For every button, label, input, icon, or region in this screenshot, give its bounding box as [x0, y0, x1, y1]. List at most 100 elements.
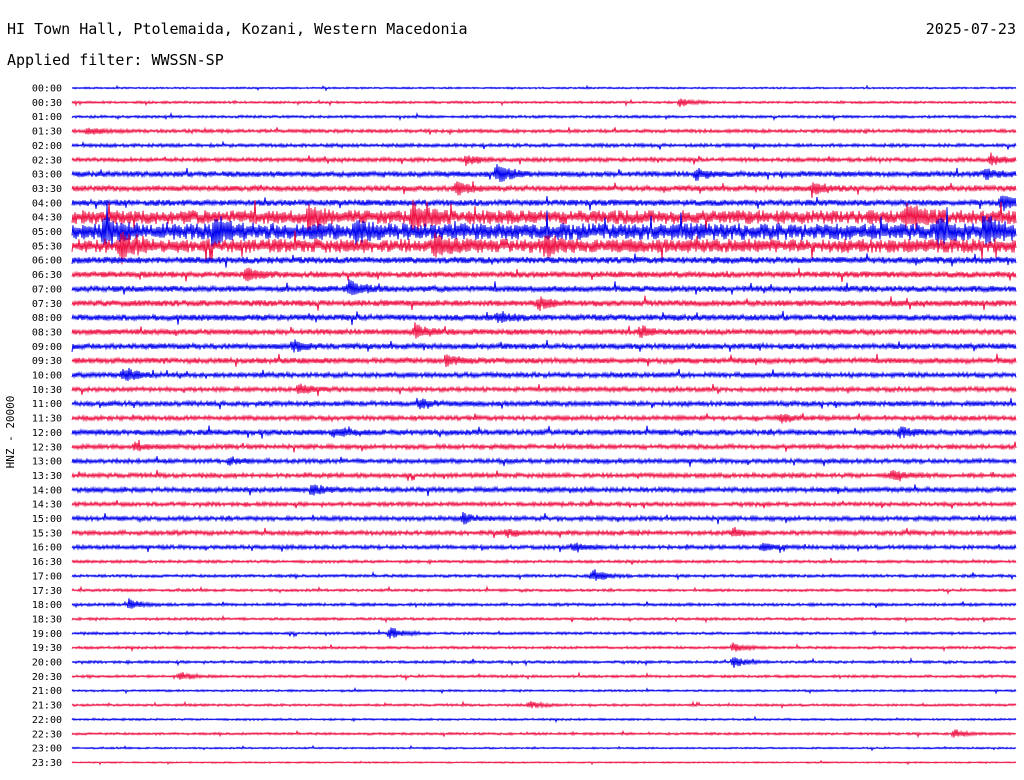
- trace-line-2100: [71, 687, 1017, 695]
- time-tick-label: 00:00: [32, 84, 62, 95]
- trace-line-1400: [71, 484, 1017, 497]
- trace-line-1800: [71, 598, 1017, 609]
- trace-line-0430: [71, 199, 1017, 235]
- trace-line-1630: [71, 557, 1017, 566]
- time-tick-label: 22:00: [32, 715, 62, 726]
- time-tick-label: 07:00: [32, 284, 62, 295]
- time-tick-label: 06:00: [32, 256, 62, 267]
- time-tick-label: 09:00: [32, 342, 62, 353]
- trace-line-0930: [71, 353, 1017, 367]
- time-tick-label: 01:30: [32, 127, 62, 138]
- time-tick-label: 05:00: [32, 227, 62, 238]
- time-tick-label: 08:00: [32, 313, 62, 324]
- trace-line-1100: [71, 397, 1017, 410]
- trace-line-1900: [71, 627, 1017, 639]
- time-tick-label: 06:30: [32, 270, 62, 281]
- trace-line-1830: [71, 614, 1017, 624]
- time-tick-label: 20:00: [32, 658, 62, 669]
- time-tick-label: 20:30: [32, 672, 62, 683]
- date-label: 2025-07-23: [925, 20, 1016, 38]
- trace-line-1730: [71, 585, 1017, 596]
- time-tick-label: 03:30: [32, 184, 62, 195]
- time-tick-label: 17:00: [32, 571, 62, 582]
- time-tick-label: 15:30: [32, 528, 62, 539]
- time-tick-label: 09:30: [32, 356, 62, 367]
- time-tick-label: 18:00: [32, 600, 62, 611]
- time-tick-label: 21:00: [32, 686, 62, 697]
- trace-line-0100: [71, 111, 1017, 122]
- trace-line-1430: [71, 499, 1017, 509]
- time-tick-label: 11:00: [32, 399, 62, 410]
- trace-line-2200: [71, 715, 1017, 724]
- trace-line-0000: [71, 84, 1017, 92]
- trace-line-1700: [71, 569, 1017, 581]
- trace-line-1000: [71, 367, 1017, 382]
- trace-line-1530: [71, 527, 1017, 538]
- trace-line-1200: [71, 425, 1017, 439]
- time-tick-label: 12:30: [32, 442, 62, 453]
- time-tick-label: 14:00: [32, 485, 62, 496]
- time-tick-label: 02:00: [32, 141, 62, 152]
- time-tick-label: 17:30: [32, 586, 62, 597]
- trace-line-1330: [71, 469, 1017, 482]
- trace-line-0230: [71, 152, 1017, 166]
- trace-line-2300: [71, 744, 1017, 752]
- time-tick-label: 22:30: [32, 729, 62, 740]
- time-tick-label: 19:30: [32, 643, 62, 654]
- time-tick-label: 08:30: [32, 327, 62, 338]
- trace-line-0830: [71, 322, 1017, 339]
- trace-line-1230: [71, 439, 1017, 453]
- trace-line-2030: [71, 671, 1017, 682]
- time-tick-label: 10:30: [32, 385, 62, 396]
- filter-label: Applied filter: WWSSN-SP: [7, 51, 224, 69]
- time-tick-label: 23:00: [32, 744, 62, 755]
- time-tick-label: 03:00: [32, 170, 62, 181]
- time-tick-label: 16:00: [32, 543, 62, 554]
- trace-line-1500: [71, 512, 1017, 525]
- time-tick-label: 05:30: [32, 241, 62, 252]
- trace-line-1130: [71, 413, 1017, 424]
- time-tick-label: 14:30: [32, 500, 62, 511]
- time-tick-label: 07:30: [32, 299, 62, 310]
- time-tick-label: 11:30: [32, 414, 62, 425]
- trace-line-2330: [71, 759, 1017, 766]
- time-tick-label: 04:00: [32, 198, 62, 209]
- trace-line-0730: [71, 295, 1017, 312]
- trace-line-0530: [71, 230, 1017, 265]
- trace-line-0200: [71, 140, 1017, 150]
- trace-line-0300: [71, 164, 1017, 182]
- trace-line-0500: [71, 203, 1017, 248]
- trace-line-0900: [71, 339, 1017, 353]
- time-tick-label: 02:30: [32, 155, 62, 166]
- trace-line-0600: [71, 253, 1017, 268]
- trace-line-2000: [71, 657, 1017, 668]
- time-tick-label: 10:00: [32, 371, 62, 382]
- time-tick-label: 01:00: [32, 112, 62, 123]
- time-tick-label: 04:30: [32, 213, 62, 224]
- time-tick-label: 15:00: [32, 514, 62, 525]
- trace-line-0700: [71, 279, 1017, 296]
- trace-line-2230: [71, 729, 1017, 739]
- time-tick-label: 23:30: [32, 758, 62, 769]
- trace-line-0800: [71, 310, 1017, 325]
- time-tick-label: 19:00: [32, 629, 62, 640]
- trace-line-0030: [71, 98, 1017, 108]
- time-tick-label: 18:30: [32, 614, 62, 625]
- time-tick-label: 13:30: [32, 471, 62, 482]
- trace-line-0330: [71, 181, 1017, 198]
- trace-line-2130: [71, 700, 1017, 710]
- trace-line-0130: [71, 126, 1017, 136]
- time-tick-label: 00:30: [32, 98, 62, 109]
- trace-line-0630: [71, 267, 1017, 283]
- time-tick-label: 12:00: [32, 428, 62, 439]
- time-tick-label: 13:00: [32, 457, 62, 468]
- trace-line-1600: [71, 542, 1017, 553]
- station-title: HI Town Hall, Ptolemaida, Kozani, Wester…: [7, 20, 468, 38]
- trace-line-1300: [71, 456, 1017, 467]
- time-tick-label: 16:30: [32, 557, 62, 568]
- trace-line-1030: [71, 383, 1017, 397]
- trace-line-1930: [71, 642, 1017, 653]
- time-tick-label: 21:30: [32, 701, 62, 712]
- trace-line-0400: [71, 195, 1017, 212]
